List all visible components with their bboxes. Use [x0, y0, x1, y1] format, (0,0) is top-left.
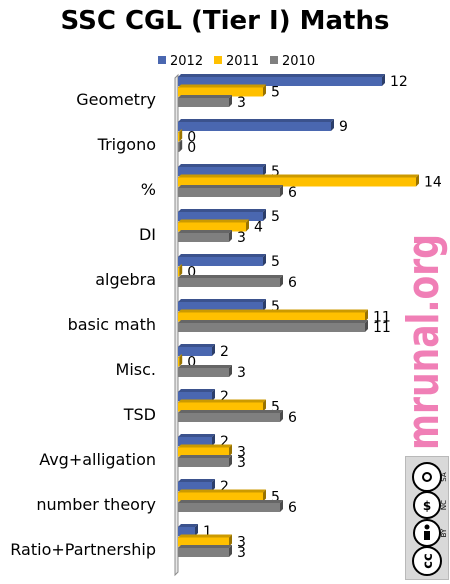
legend-swatch: [270, 56, 278, 64]
category-label: DI: [139, 225, 156, 244]
data-label-2012: 2: [220, 479, 229, 495]
bar-2010: [178, 95, 232, 107]
axis-wall: [174, 73, 179, 577]
legend-item-2010: 2010: [270, 54, 315, 69]
bar-2011: [178, 354, 183, 367]
data-label-2012: 1: [203, 524, 212, 540]
legend-label: 2010: [282, 54, 315, 69]
data-label-2010: 3: [237, 545, 246, 561]
data-label-2011: 5: [271, 490, 280, 506]
bar-2012: [178, 254, 266, 266]
legend-item-2011: 2011: [214, 54, 259, 69]
bar-2012: [178, 299, 266, 311]
data-label-2012: 2: [220, 389, 229, 405]
data-label-2011: 0: [187, 265, 196, 281]
data-label-2010: 6: [288, 500, 297, 516]
bar-2011: [178, 129, 183, 142]
bar-2012: [178, 389, 215, 401]
data-label-2011: 14: [424, 175, 442, 191]
legend-swatch: [214, 56, 222, 64]
category-label: Avg+alligation: [39, 450, 156, 469]
bar-2010: [178, 365, 232, 377]
bar-2012: [178, 344, 215, 356]
bar-2012: [178, 479, 215, 491]
category-label: Trigono: [97, 135, 156, 154]
bar-2011: [178, 174, 419, 187]
bar-2011: [178, 264, 183, 277]
cc-license-icon: $ cc BY NC SA: [412, 462, 448, 576]
data-label-2011: 4: [254, 220, 263, 236]
data-label-2011: 3: [237, 445, 246, 461]
category-label: number theory: [36, 495, 156, 514]
bar-2010: [178, 140, 183, 152]
data-label-2011: 5: [271, 400, 280, 416]
legend-item-2012: 2012: [158, 54, 203, 69]
watermark-text: mrunal.org: [398, 234, 449, 450]
data-label-2012: 5: [271, 164, 280, 180]
data-label-2010: 6: [288, 410, 297, 426]
by-text: BY: [440, 528, 448, 537]
bar-2011: [178, 534, 232, 547]
data-label-2010: 3: [237, 455, 246, 471]
data-label-2010: 6: [288, 185, 297, 201]
sa-text: SA: [440, 472, 448, 482]
data-label-2010: 3: [237, 230, 246, 246]
data-label-2012: 5: [271, 299, 280, 315]
data-label-2011: 0: [187, 130, 196, 146]
data-label-2011: 11: [373, 310, 391, 326]
category-label: TSD: [123, 405, 156, 424]
data-label-2010: 0: [187, 140, 196, 156]
category-label: Geometry: [76, 90, 156, 109]
svg-text:$: $: [423, 499, 431, 513]
data-label-2011: 5: [271, 85, 280, 101]
category-label: Misc.: [116, 360, 156, 379]
bar-2012: [178, 209, 266, 221]
bar-2011: [178, 309, 368, 322]
data-label-2012: 5: [271, 209, 280, 225]
bar-2011: [178, 84, 266, 97]
data-label-2012: 2: [220, 344, 229, 360]
bar-2011: [178, 444, 232, 457]
data-label-2010: 3: [237, 365, 246, 381]
data-label-2010: 3: [237, 95, 246, 111]
data-label-2010: 6: [288, 275, 297, 291]
data-label-2010: 11: [373, 320, 391, 336]
data-label-2012: 9: [339, 119, 348, 135]
legend-label: 2011: [226, 54, 259, 69]
bar-2010: [178, 410, 283, 422]
bar-2010: [178, 455, 232, 467]
bar-2012: [178, 434, 215, 446]
data-label-2012: 2: [220, 434, 229, 450]
bar-2010: [178, 275, 283, 287]
bar-2010: [178, 185, 283, 197]
bar-2012: [178, 524, 198, 536]
mrunal-watermark: mrunal.org: [398, 234, 449, 450]
category-label: Ratio+Partnership: [10, 540, 156, 559]
bar-2012: [178, 164, 266, 176]
cc-text: cc: [421, 553, 436, 568]
bar-2011: [178, 219, 249, 232]
bar-2012: [178, 119, 334, 131]
bar-2011: [178, 399, 266, 412]
chart-title: SSC CGL (Tier I) Maths: [60, 6, 390, 36]
data-label-2012: 5: [271, 254, 280, 270]
category-label: algebra: [95, 270, 156, 289]
legend-label: 2012: [170, 54, 203, 69]
data-label-2012: 12: [390, 74, 408, 90]
bar-2010: [178, 320, 368, 332]
data-label-2011: 3: [237, 535, 246, 551]
nc-text: NC: [440, 500, 448, 510]
category-label: %: [141, 180, 156, 199]
data-label-2011: 0: [187, 355, 196, 371]
legend-swatch: [158, 56, 166, 64]
bar-2010: [178, 545, 232, 557]
bar-2011: [178, 489, 266, 502]
category-label: basic math: [68, 315, 156, 334]
bar-2010: [178, 500, 283, 512]
bar-2010: [178, 230, 232, 242]
creative-commons-badge: $ cc BY NC SA: [405, 456, 449, 580]
bar-2012: [178, 74, 385, 86]
